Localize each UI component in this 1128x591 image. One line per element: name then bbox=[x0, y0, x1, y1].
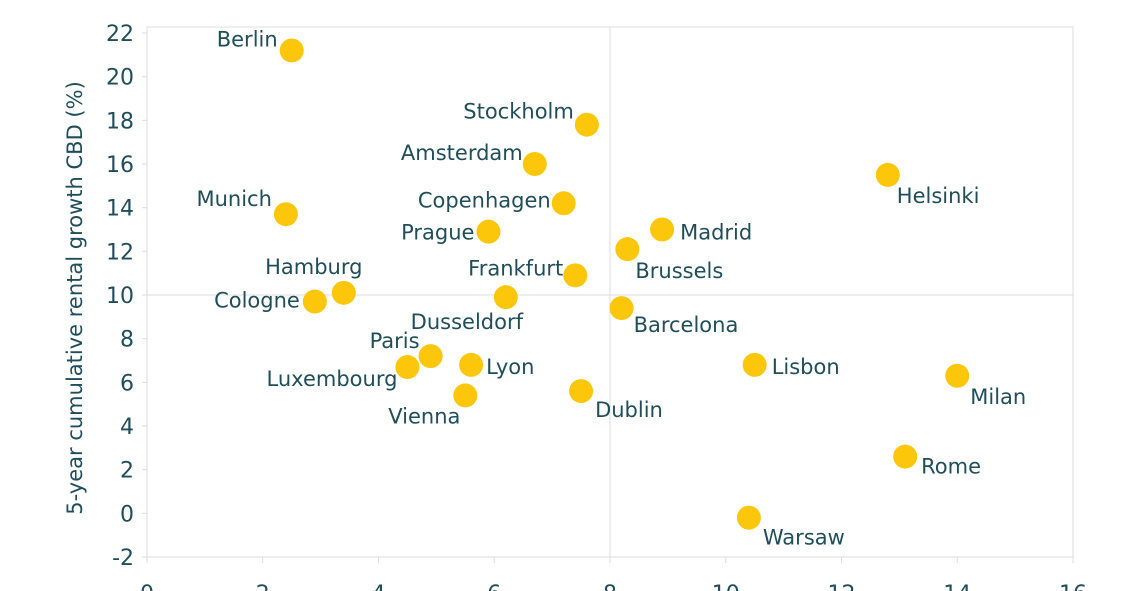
y-tick-label: 22 bbox=[106, 22, 134, 47]
x-tick-label: 16 bbox=[1059, 582, 1087, 591]
point bbox=[493, 285, 518, 310]
point bbox=[453, 383, 478, 408]
point bbox=[563, 263, 588, 288]
point bbox=[574, 112, 599, 137]
point bbox=[395, 355, 420, 380]
point bbox=[875, 162, 900, 187]
x-tick-label: 0 bbox=[140, 582, 154, 591]
point-label: Amsterdam bbox=[401, 141, 523, 165]
point bbox=[302, 289, 327, 314]
point bbox=[569, 379, 594, 404]
point-label: Luxembourg bbox=[267, 367, 398, 391]
point-label: Copenhagen bbox=[418, 188, 551, 212]
point bbox=[459, 352, 484, 377]
point-label: Lyon bbox=[486, 355, 534, 379]
y-tick-label: 2 bbox=[120, 459, 134, 484]
point-label: Cologne bbox=[214, 289, 300, 313]
y-tick-label: 8 bbox=[120, 328, 134, 353]
point-label: Vienna bbox=[388, 404, 460, 428]
x-tick-label: 14 bbox=[943, 582, 971, 591]
x-tick-label: 6 bbox=[487, 582, 501, 591]
point-label: Paris bbox=[370, 329, 420, 353]
point-label: Warsaw bbox=[763, 526, 845, 550]
x-tick-label: 12 bbox=[828, 582, 856, 591]
point-label: Rome bbox=[921, 455, 981, 479]
y-tick-label: 12 bbox=[106, 240, 134, 265]
x-tick-label: 2 bbox=[256, 582, 270, 591]
point-label: Frankfurt bbox=[468, 256, 563, 280]
point-label: Stockholm bbox=[463, 100, 574, 124]
point bbox=[279, 38, 304, 63]
point bbox=[418, 344, 443, 369]
point-label: Milan bbox=[970, 385, 1026, 409]
x-tick-label: 10 bbox=[712, 582, 740, 591]
point bbox=[736, 505, 761, 530]
point-label: Munich bbox=[196, 187, 271, 211]
point-label: Barcelona bbox=[634, 313, 739, 337]
y-tick-label: 16 bbox=[106, 153, 134, 178]
point bbox=[893, 444, 918, 469]
point bbox=[742, 352, 767, 377]
y-tick-label: 4 bbox=[120, 415, 134, 440]
y-axis-label: 5-year cumulative rental growth CBD (%) bbox=[63, 81, 87, 515]
point bbox=[609, 296, 634, 321]
point-label: Brussels bbox=[635, 259, 723, 283]
point-label: Prague bbox=[401, 221, 474, 245]
point bbox=[945, 363, 970, 388]
y-tick-label: 6 bbox=[120, 371, 134, 396]
point-label: Hamburg bbox=[265, 255, 362, 279]
point bbox=[331, 280, 356, 305]
y-tick-label: 18 bbox=[106, 109, 134, 134]
point-label: Lisbon bbox=[772, 355, 840, 379]
point-label: Helsinki bbox=[897, 184, 980, 208]
point bbox=[650, 217, 675, 242]
point-label: Berlin bbox=[217, 27, 278, 51]
point bbox=[615, 237, 640, 262]
point bbox=[273, 202, 298, 227]
point-label: Madrid bbox=[680, 221, 752, 245]
y-tick-label: -2 bbox=[112, 546, 134, 571]
y-tick-label: 10 bbox=[106, 284, 134, 309]
point bbox=[522, 152, 547, 176]
point bbox=[551, 191, 576, 216]
x-tick-label: 8 bbox=[603, 582, 617, 591]
y-tick-label: 0 bbox=[120, 502, 134, 527]
point-label: Dusseldorf bbox=[411, 310, 524, 334]
point bbox=[476, 219, 501, 244]
x-tick-label: 4 bbox=[372, 582, 386, 591]
y-tick-label: 14 bbox=[106, 197, 134, 222]
y-tick-label: 20 bbox=[106, 66, 134, 91]
point-label: Dublin bbox=[595, 398, 663, 422]
